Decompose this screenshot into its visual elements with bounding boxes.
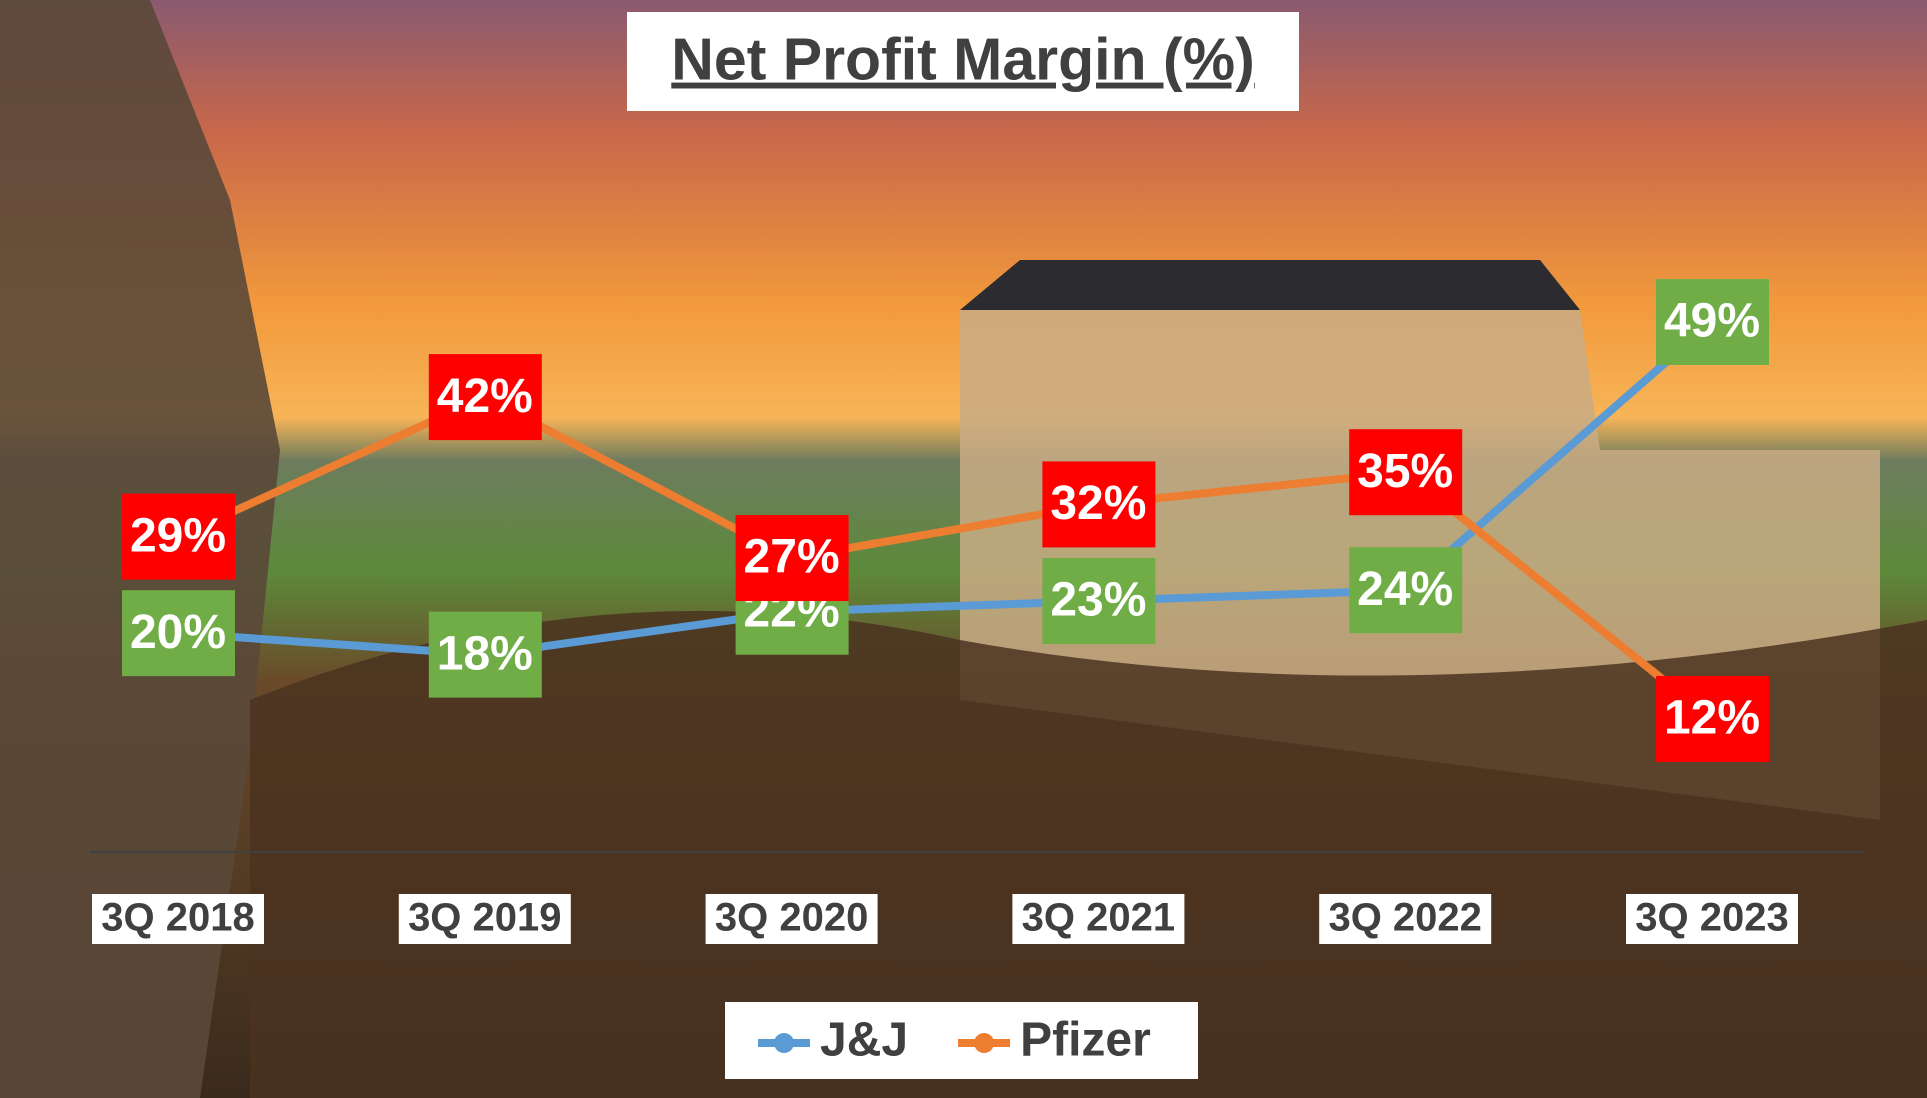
x-tick-label: 3Q 2019 xyxy=(408,896,561,940)
legend-label: Pfizer xyxy=(1020,1014,1151,1067)
data-label: 12% xyxy=(1664,692,1760,745)
data-label-box xyxy=(1349,547,1463,634)
legend-label: J&J xyxy=(820,1014,908,1067)
data-label: 23% xyxy=(1050,574,1146,627)
data-label-box xyxy=(1042,557,1156,644)
data-label: 32% xyxy=(1050,477,1146,530)
x-tick-box xyxy=(1626,894,1798,944)
x-tick-label: 3Q 2018 xyxy=(101,896,254,940)
x-tick-box xyxy=(92,894,264,944)
x-tick-box xyxy=(1319,894,1492,944)
data-label-box xyxy=(735,515,849,602)
data-label-box xyxy=(428,354,542,441)
data-label: 29% xyxy=(130,509,226,562)
x-tick-label: 3Q 2023 xyxy=(1635,896,1788,940)
data-label-box xyxy=(1042,461,1156,548)
legend-marker xyxy=(774,1033,794,1053)
data-label: 20% xyxy=(130,606,226,659)
castle-roof xyxy=(960,260,1580,310)
data-label-box xyxy=(122,493,235,580)
data-label-box xyxy=(428,611,542,698)
x-tick-label: 3Q 2022 xyxy=(1328,896,1481,940)
data-label: 24% xyxy=(1357,563,1453,616)
data-label: 27% xyxy=(744,531,840,584)
x-tick-box xyxy=(705,894,878,944)
forest xyxy=(250,610,1927,1098)
chart-title: Net Profit Margin (%) xyxy=(671,27,1254,93)
x-tick-box xyxy=(398,894,571,944)
data-label-box xyxy=(1656,279,1769,365)
x-tick-label: 3Q 2020 xyxy=(715,896,868,940)
data-label: 49% xyxy=(1664,295,1760,348)
data-label: 42% xyxy=(437,370,533,423)
data-label-box xyxy=(1656,676,1769,762)
title-box xyxy=(627,12,1299,111)
data-label: 18% xyxy=(437,627,533,680)
x-tick-label: 3Q 2021 xyxy=(1022,896,1175,940)
data-label-box xyxy=(122,590,235,677)
data-label-box xyxy=(1349,429,1463,516)
x-tick-box xyxy=(1012,894,1185,944)
data-label: 35% xyxy=(1357,445,1453,498)
legend-marker xyxy=(974,1033,995,1053)
